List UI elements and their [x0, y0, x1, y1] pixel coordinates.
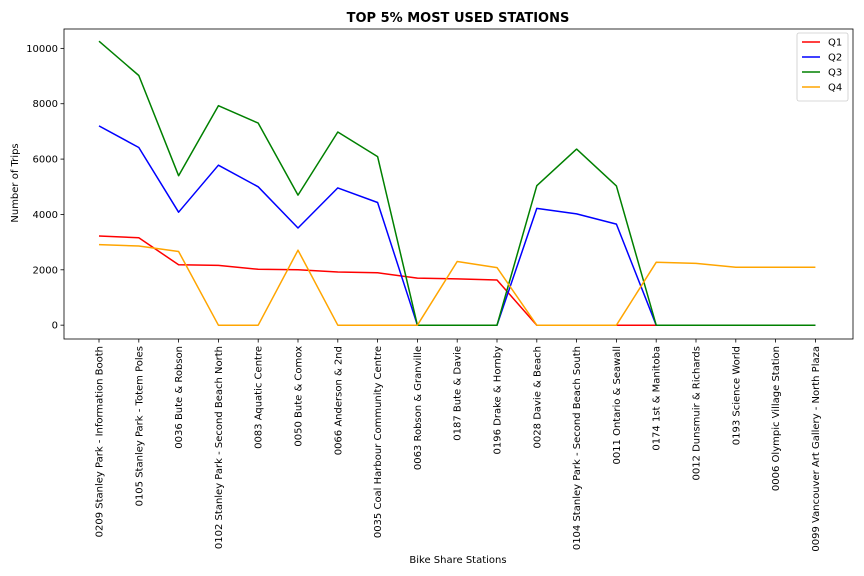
x-tick-label: 0102 Stanley Park - Second Beach North	[214, 346, 225, 549]
x-tick-label: 0006 Olympic Village Station	[771, 346, 782, 491]
x-tick-label: 0083 Aquatic Centre	[254, 346, 265, 449]
x-tick-label: 0028 Davie & Beach	[532, 346, 543, 448]
legend-label: Q2	[828, 53, 842, 64]
plot-frame	[63, 28, 854, 340]
x-tick-label: 0174 1st & Manitoba	[652, 346, 663, 451]
x-axis-label: Bike Share Stations	[409, 555, 506, 566]
x-tick-label: 0187 Bute & Davie	[453, 346, 464, 441]
x-tick-label: 0066 Anderson & 2nd	[333, 346, 344, 455]
series-line-q4	[98, 243, 816, 326]
x-tick-label: 0209 Stanley Park - Information Booth	[95, 346, 106, 537]
legend-label: Q3	[828, 68, 842, 79]
plot-area	[63, 28, 854, 340]
y-tick-label: 8000	[33, 99, 58, 110]
y-axis-label: Number of Trips	[10, 143, 21, 222]
y-axis: 0 2000 4000 6000 8000 10000	[26, 44, 64, 332]
y-tick-label: 10000	[26, 44, 58, 55]
x-axis: 0209 Stanley Park - Information Booth 010…	[95, 339, 822, 552]
x-tick-label: 0036 Bute & Robson	[174, 346, 185, 449]
legend-label: Q4	[828, 83, 842, 94]
y-tick-label: 2000	[33, 265, 58, 276]
x-tick-label: 0193 Science World	[731, 346, 742, 445]
x-tick-label: 0011 Ontario & Seawall	[612, 346, 623, 465]
legend: Q1 Q2 Q3 Q4	[796, 32, 849, 102]
legend-box	[796, 32, 849, 102]
series-lines	[98, 40, 816, 326]
y-tick-label: 4000	[33, 210, 58, 221]
x-tick-label: 0196 Drake & Hornby	[493, 346, 504, 455]
x-tick-label: 0104 Stanley Park - Second Beach South	[572, 346, 583, 550]
y-tick-label: 6000	[33, 155, 58, 166]
chart-title: TOP 5% MOST USED STATIONS	[347, 11, 570, 26]
x-tick-label: 0063 Robson & Granville	[413, 346, 424, 470]
x-tick-label: 0012 Dunsmuir & Richards	[692, 346, 703, 481]
y-tick-label: 0	[52, 321, 58, 332]
x-tick-label: 0105 Stanley Park - Totem Poles	[134, 346, 145, 506]
series-line-q3	[98, 40, 816, 326]
x-tick-label: 0050 Bute & Comox	[294, 346, 305, 447]
x-tick-label: 0099 Vancouver Art Gallery - North Plaza	[811, 346, 822, 552]
legend-label: Q1	[828, 38, 842, 49]
x-tick-label: 0035 Coal Harbour Community Centre	[373, 346, 384, 538]
